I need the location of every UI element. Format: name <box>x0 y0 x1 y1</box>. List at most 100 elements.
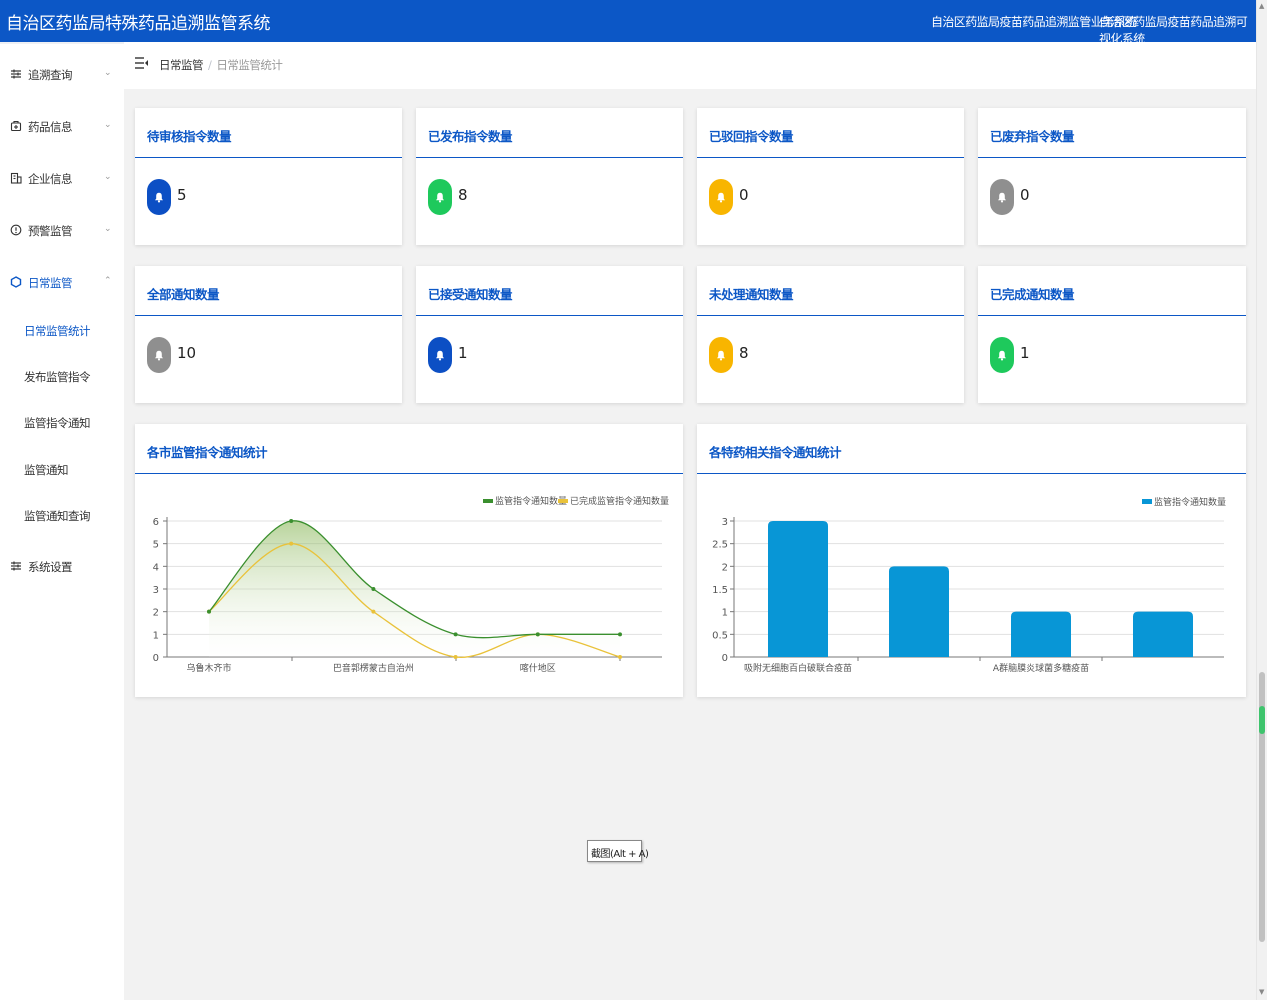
sidebar-subitem-label: 监管指令通知 <box>24 416 91 430</box>
stat-card-title: 待审核指令数量 <box>147 129 232 144</box>
sidebar: 追溯查询 ⌄ 药品信息 ⌄ 企业信息 ⌄ 预警监管 ⌄ 日常监管 ⌃ 日常监管统… <box>0 42 124 1000</box>
bar <box>1011 611 1071 657</box>
scroll-down-arrow-icon[interactable]: ▼ <box>1259 988 1265 996</box>
sidebar-item-warning[interactable]: 预警监管 ⌄ <box>0 218 124 244</box>
stat-card-completed-notices: 已完成通知数量 1 <box>978 266 1246 403</box>
y-tick-label: 0.5 <box>712 630 728 641</box>
menu-toggle-icon[interactable] <box>135 57 148 69</box>
y-tick-label: 0 <box>153 653 159 664</box>
bell-icon <box>147 179 171 215</box>
top-header: 自治区药监局特殊药品追溯监管系统 自治区药监局疫苗药品追溯监管业务系统 自治区药… <box>0 0 1256 46</box>
card-divider <box>697 315 964 316</box>
legend-label: 监管指令通知数量 <box>1154 496 1226 508</box>
card-divider <box>697 473 1246 474</box>
y-tick-label: 3 <box>722 517 728 528</box>
sidebar-subitem-publish-instruction[interactable]: 发布监管指令 <box>0 366 124 388</box>
data-point <box>535 632 540 637</box>
x-tick-label: 巴音郭楞蒙古自治州 <box>333 662 414 674</box>
y-tick-label: 1.5 <box>712 585 728 596</box>
data-point <box>453 655 458 659</box>
x-tick-label: A群脑膜炎球菌多糖疫苗 <box>993 662 1089 674</box>
page-scrollbar[interactable]: ▲ ▼ <box>1256 0 1267 1000</box>
stat-card-title: 已发布指令数量 <box>428 129 513 144</box>
sidebar-item-label: 系统设置 <box>28 560 73 574</box>
bar <box>889 566 949 657</box>
scroll-up-arrow-icon[interactable]: ▲ <box>1259 2 1265 10</box>
x-tick-label: 乌鲁木齐市 <box>186 662 231 674</box>
series-line-instructions <box>208 520 620 639</box>
chevron-down-icon: ⌄ <box>104 120 112 130</box>
sidebar-item-label: 追溯查询 <box>28 68 73 82</box>
bell-icon <box>428 337 452 373</box>
sidebar-subitem-daily-stats[interactable]: 日常监管统计 <box>0 320 124 342</box>
legend-label: 监管指令通知数量 <box>495 495 567 507</box>
bell-icon <box>428 179 452 215</box>
series-area <box>209 520 620 657</box>
data-point <box>289 519 294 523</box>
data-point <box>371 609 376 614</box>
data-point <box>618 632 622 637</box>
sliders-icon <box>11 69 21 79</box>
data-point <box>453 632 458 637</box>
chevron-down-icon: ⌄ <box>104 224 112 234</box>
breadcrumb: 日常监管 / 日常监管统计 <box>159 57 283 73</box>
stat-value: 1 <box>458 344 468 362</box>
stat-card-rejected-instructions: 已驳回指令数量 0 <box>697 108 964 245</box>
card-divider <box>697 157 964 158</box>
stat-card-all-notices: 全部通知数量 10 <box>135 266 402 403</box>
vaccine-business-system-link[interactable]: 自治区药监局疫苗药品追溯监管业务系统 <box>931 15 1137 29</box>
y-tick-label: 5 <box>153 540 159 551</box>
sidebar-item-company-info[interactable]: 企业信息 ⌄ <box>0 166 124 192</box>
stat-value: 8 <box>458 186 468 204</box>
app-title: 自治区药监局特殊药品追溯监管系统 <box>6 14 271 34</box>
stat-value: 10 <box>177 344 197 362</box>
sidebar-subitem-notice[interactable]: 监管通知 <box>0 459 124 481</box>
stat-card-title: 未处理通知数量 <box>709 287 794 302</box>
x-tick-label: 吸附无细胞百白破联合疫苗 <box>744 662 852 674</box>
data-point <box>289 541 294 546</box>
y-tick-label: 4 <box>153 562 159 573</box>
sidebar-item-drug-info[interactable]: 药品信息 ⌄ <box>0 114 124 140</box>
sidebar-item-label: 预警监管 <box>28 224 73 238</box>
bell-icon <box>147 337 171 373</box>
data-point <box>371 587 376 591</box>
scrollbar-thumb[interactable] <box>1259 672 1265 942</box>
breadcrumb-parent[interactable]: 日常监管 <box>159 58 204 72</box>
y-tick-label: 0 <box>722 653 728 664</box>
sidebar-item-trace-query[interactable]: 追溯查询 ⌄ <box>0 62 124 88</box>
sliders-icon <box>11 561 21 571</box>
y-tick-label: 6 <box>153 517 159 528</box>
legend-label: 已完成监管指令通知数量 <box>570 495 669 507</box>
stat-value: 0 <box>739 186 749 204</box>
sidebar-subitem-instruction-notice[interactable]: 监管指令通知 <box>0 412 124 434</box>
stat-card-published-instructions: 已发布指令数量 8 <box>416 108 683 245</box>
legend-swatch <box>558 499 568 503</box>
sidebar-subitem-notice-query[interactable]: 监管通知查询 <box>0 505 124 527</box>
stat-card-title: 已废弃指令数量 <box>990 129 1075 144</box>
y-tick-label: 1 <box>722 608 728 619</box>
legend-swatch <box>483 499 493 503</box>
sidebar-item-system-settings[interactable]: 系统设置 <box>0 554 124 580</box>
stat-card-pending-instructions: 待审核指令数量 5 <box>135 108 402 245</box>
sidebar-subitem-label: 日常监管统计 <box>24 324 91 338</box>
chart-title: 各市监管指令通知统计 <box>147 445 268 460</box>
sidebar-item-label: 日常监管 <box>28 276 73 290</box>
stat-card-abandoned-instructions: 已废弃指令数量 0 <box>978 108 1246 245</box>
stat-card-title: 已接受通知数量 <box>428 287 513 302</box>
card-divider <box>416 315 683 316</box>
sidebar-subitem-label: 监管通知 <box>24 463 69 477</box>
sidebar-subitem-label: 发布监管指令 <box>24 370 91 384</box>
stat-card-title: 已驳回指令数量 <box>709 129 794 144</box>
main-header: 日常监管 / 日常监管统计 <box>124 42 1256 89</box>
x-tick-label: 喀什地区 <box>520 662 556 674</box>
bell-icon <box>990 337 1014 373</box>
medicine-icon <box>10 120 22 132</box>
scrollbar-indicator <box>1259 706 1265 734</box>
city-instruction-chart-card: 各市监管指令通知统计 0 1 2 3 4 5 6 乌鲁木齐市 巴音郭楞蒙古自治州 喀什地区 监管指令… <box>135 424 683 697</box>
y-tick-label: 2 <box>722 562 728 573</box>
card-divider <box>978 157 1246 158</box>
drug-instruction-chart-card: 各特药相关指令通知统计 0 0.5 1 1.5 2 2.5 3 吸附无细胞百白破联合疫苗 A群脑… <box>697 424 1246 697</box>
bar <box>1133 611 1193 657</box>
sidebar-item-daily-supervision[interactable]: 日常监管 ⌃ <box>0 270 124 296</box>
card-divider <box>978 315 1246 316</box>
